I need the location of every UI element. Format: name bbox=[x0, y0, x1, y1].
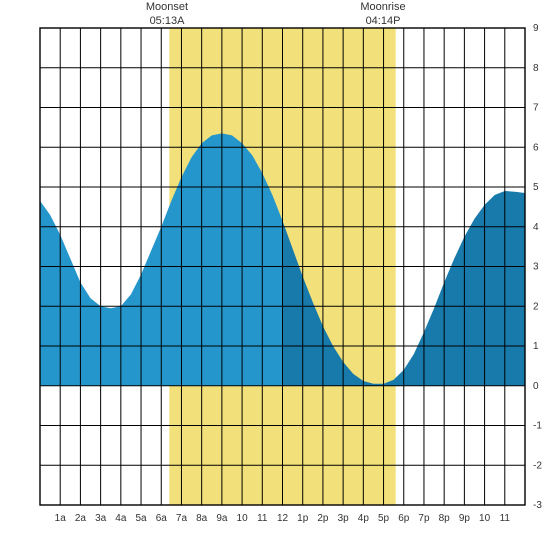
x-tick-label: 6p bbox=[398, 513, 410, 524]
x-tick-label: 10 bbox=[237, 513, 249, 524]
x-tick-label: 11 bbox=[257, 513, 268, 524]
x-tick-label: 5p bbox=[378, 513, 390, 524]
x-tick-label: 8p bbox=[439, 513, 451, 524]
x-tick-label: 7a bbox=[176, 513, 188, 524]
moonrise-annotation: Moonrise 04:14P bbox=[353, 0, 413, 29]
x-tick-label: 9p bbox=[459, 513, 471, 524]
x-tick-label: 4p bbox=[358, 513, 370, 524]
x-tick-label: 10 bbox=[479, 513, 491, 524]
y-tick-label: 0 bbox=[533, 381, 539, 392]
x-tick-label: 2a bbox=[75, 513, 87, 524]
x-tick-label: 12 bbox=[277, 513, 289, 524]
x-tick-label: 1a bbox=[55, 513, 67, 524]
y-tick-label: 4 bbox=[533, 222, 539, 233]
x-tick-label: 2p bbox=[317, 513, 329, 524]
moonset-annotation: Moonset 05:13A bbox=[137, 0, 197, 29]
y-tick-label: 6 bbox=[533, 142, 539, 153]
moonset-time: 05:13A bbox=[137, 14, 197, 28]
y-tick-label: 7 bbox=[533, 103, 539, 114]
x-tick-label: 6a bbox=[156, 513, 168, 524]
x-tick-label: 7p bbox=[418, 513, 430, 524]
x-tick-label: 11 bbox=[500, 513, 511, 524]
y-tick-label: -3 bbox=[533, 500, 542, 511]
moonset-title: Moonset bbox=[137, 0, 197, 14]
y-tick-label: 8 bbox=[533, 63, 539, 74]
x-tick-label: 1p bbox=[297, 513, 309, 524]
y-tick-label: 2 bbox=[533, 301, 539, 312]
y-tick-label: -1 bbox=[533, 421, 542, 432]
chart-svg: -3-2-101234567891a2a3a4a5a6a7a8a9a101112… bbox=[0, 0, 550, 550]
x-tick-label: 3p bbox=[338, 513, 350, 524]
y-tick-label: 1 bbox=[533, 341, 539, 352]
moonrise-title: Moonrise bbox=[353, 0, 413, 14]
x-tick-label: 4a bbox=[115, 513, 127, 524]
x-tick-label: 9a bbox=[216, 513, 228, 524]
x-tick-label: 3a bbox=[95, 513, 107, 524]
y-tick-label: 5 bbox=[533, 182, 539, 193]
moonrise-time: 04:14P bbox=[353, 14, 413, 28]
x-tick-label: 8a bbox=[196, 513, 208, 524]
y-tick-label: 3 bbox=[533, 262, 539, 273]
y-tick-label: -2 bbox=[533, 460, 542, 471]
y-tick-label: 9 bbox=[533, 23, 539, 34]
x-tick-label: 5a bbox=[135, 513, 147, 524]
tide-chart: Moonset 05:13A Moonrise 04:14P -3-2-1012… bbox=[0, 0, 550, 550]
